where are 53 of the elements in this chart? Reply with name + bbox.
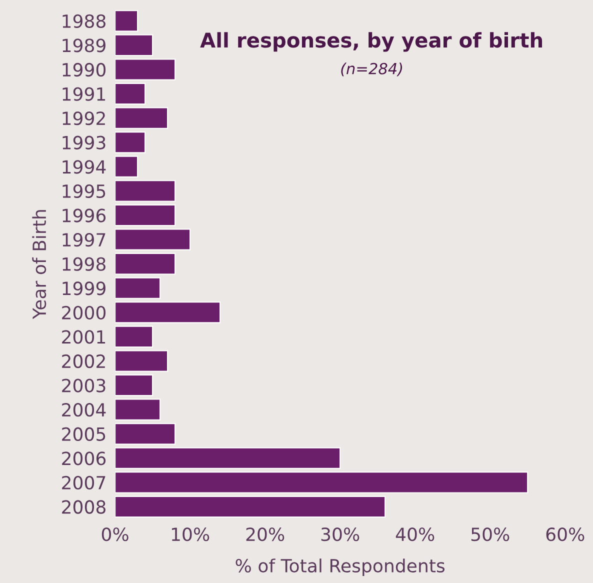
y-tick-label: 2002 [62,354,105,368]
y-tick-label: 2004 [62,403,106,417]
y-tick-label: 2008 [62,500,106,514]
y-tick-label: 1998 [62,257,106,271]
y-tick-label: 1995 [62,184,106,198]
x-tick-label: 10% [172,528,210,542]
bar [115,131,146,154]
y-tick-label: 1991 [62,87,106,101]
x-tick-label: 60% [546,528,584,542]
y-tick-label: 2005 [62,427,106,441]
x-axis-title: % of Total Respondents [236,558,445,576]
x-tick-label: 40% [396,528,434,542]
y-tick-label: 1989 [62,38,106,52]
bar [115,350,168,372]
text: (n=284) [341,62,402,76]
bar [115,82,146,105]
bar [115,252,176,275]
y-tick-label: 2007 [62,476,106,490]
bar [115,447,341,470]
y-tick-label: 1997 [62,232,106,247]
x-tick-label: 30% [321,528,360,542]
bar [115,10,138,32]
bar [115,180,176,202]
bar [115,496,386,518]
y-tick-label: 1992 [62,112,105,126]
y-tick-label: 2006 [62,452,106,466]
y-tick-label: 1996 [62,208,106,222]
y-tick-label: 2001 [62,330,106,344]
bar [115,34,154,56]
text: All responses, by year of birth [200,32,542,52]
y-tick-label: 1988 [62,14,106,28]
x-tick-label: 20% [246,528,284,542]
y-tick-label: 1993 [62,136,106,150]
y-tick-label: 2003 [62,378,106,392]
bar [115,228,191,250]
bar [115,422,176,445]
bar [115,277,161,299]
bar [115,374,154,396]
x-tick-label: 50% [471,528,510,542]
y-tick-label: 1994 [62,160,106,174]
bar [115,302,221,324]
bar [115,58,176,80]
y-tick-label: 2000 [62,306,106,320]
bar [115,107,168,129]
bar [115,156,138,178]
x-tick-label: 0% [102,528,128,542]
y-axis-title: Year of Birth [32,210,46,320]
bar [115,398,161,420]
bar [115,204,176,226]
y-tick-label: 1999 [62,282,106,296]
y-tick-label: 1990 [62,62,106,77]
bar [115,472,528,494]
bar [115,326,154,348]
